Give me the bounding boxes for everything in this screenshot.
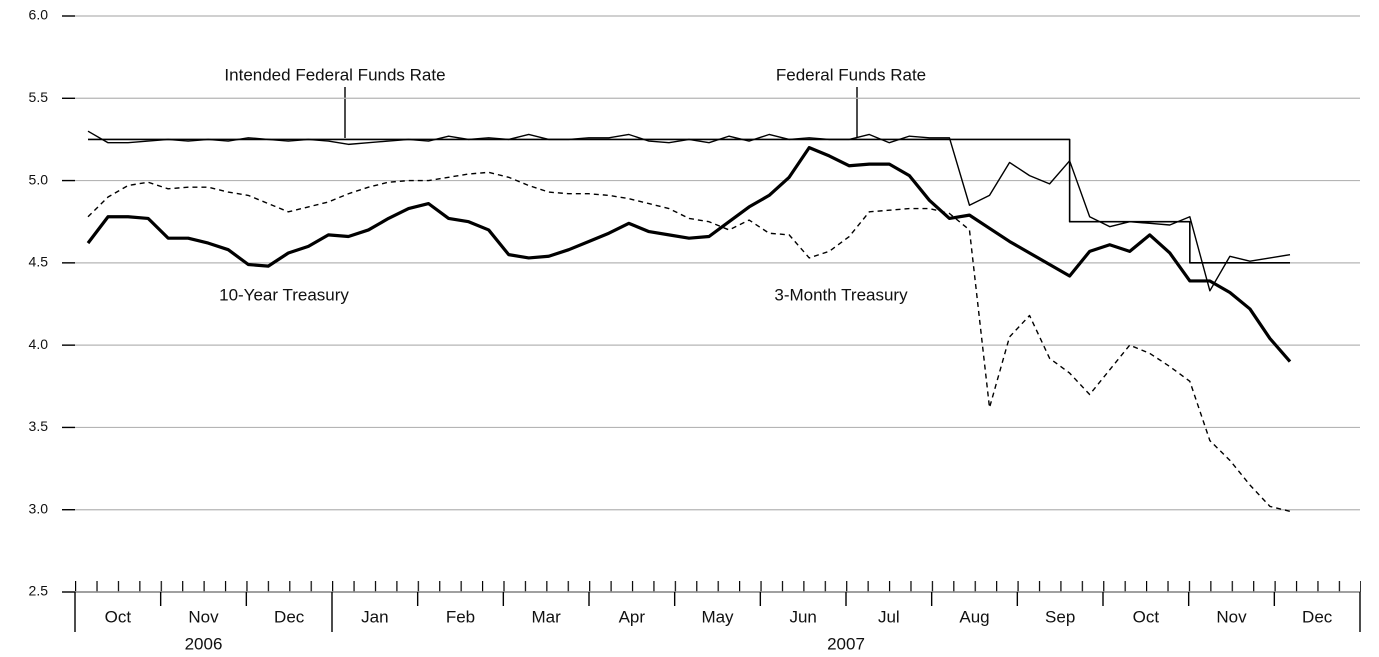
year-label: 2007 (827, 634, 865, 653)
series-line (87, 171, 1291, 513)
x-tick-label: Mar (532, 607, 562, 626)
y-tick-label: 5.0 (29, 171, 49, 187)
x-tick-label: Dec (274, 607, 305, 626)
y-tick-label: 3.0 (29, 500, 49, 516)
y-tick-label: 2.5 (29, 583, 49, 599)
x-tick-label: Oct (105, 607, 132, 626)
x-tick-label: Apr (619, 607, 646, 626)
x-tick-label: Sep (1045, 607, 1075, 626)
series-line (88, 138, 1290, 264)
y-tick-label: 6.0 (29, 7, 49, 23)
series-label: 3-Month Treasury (774, 285, 908, 304)
x-tick-label: Jun (789, 607, 816, 626)
x-tick-label: Feb (446, 607, 475, 626)
y-tick-label: 4.0 (29, 336, 49, 352)
y-tick-label: 3.5 (29, 418, 49, 434)
series-label: Federal Funds Rate (776, 65, 926, 84)
x-tick-label: Nov (1216, 607, 1247, 626)
y-tick-label: 5.5 (29, 89, 49, 105)
series-label: Intended Federal Funds Rate (224, 65, 445, 84)
x-tick-label: Oct (1133, 607, 1160, 626)
x-tick-label: Nov (188, 607, 219, 626)
minor-ticks (75, 580, 1361, 593)
y-tick-label: 4.5 (29, 254, 49, 270)
x-tick-label: Jan (361, 607, 388, 626)
year-label: 2006 (185, 634, 223, 653)
series-line (86, 146, 1292, 363)
x-tick-label: Jul (878, 607, 900, 626)
series-label: 10-Year Treasury (219, 285, 349, 304)
x-tick-label: Aug (959, 607, 989, 626)
x-tick-label: May (701, 607, 734, 626)
x-tick-label: Dec (1302, 607, 1333, 626)
